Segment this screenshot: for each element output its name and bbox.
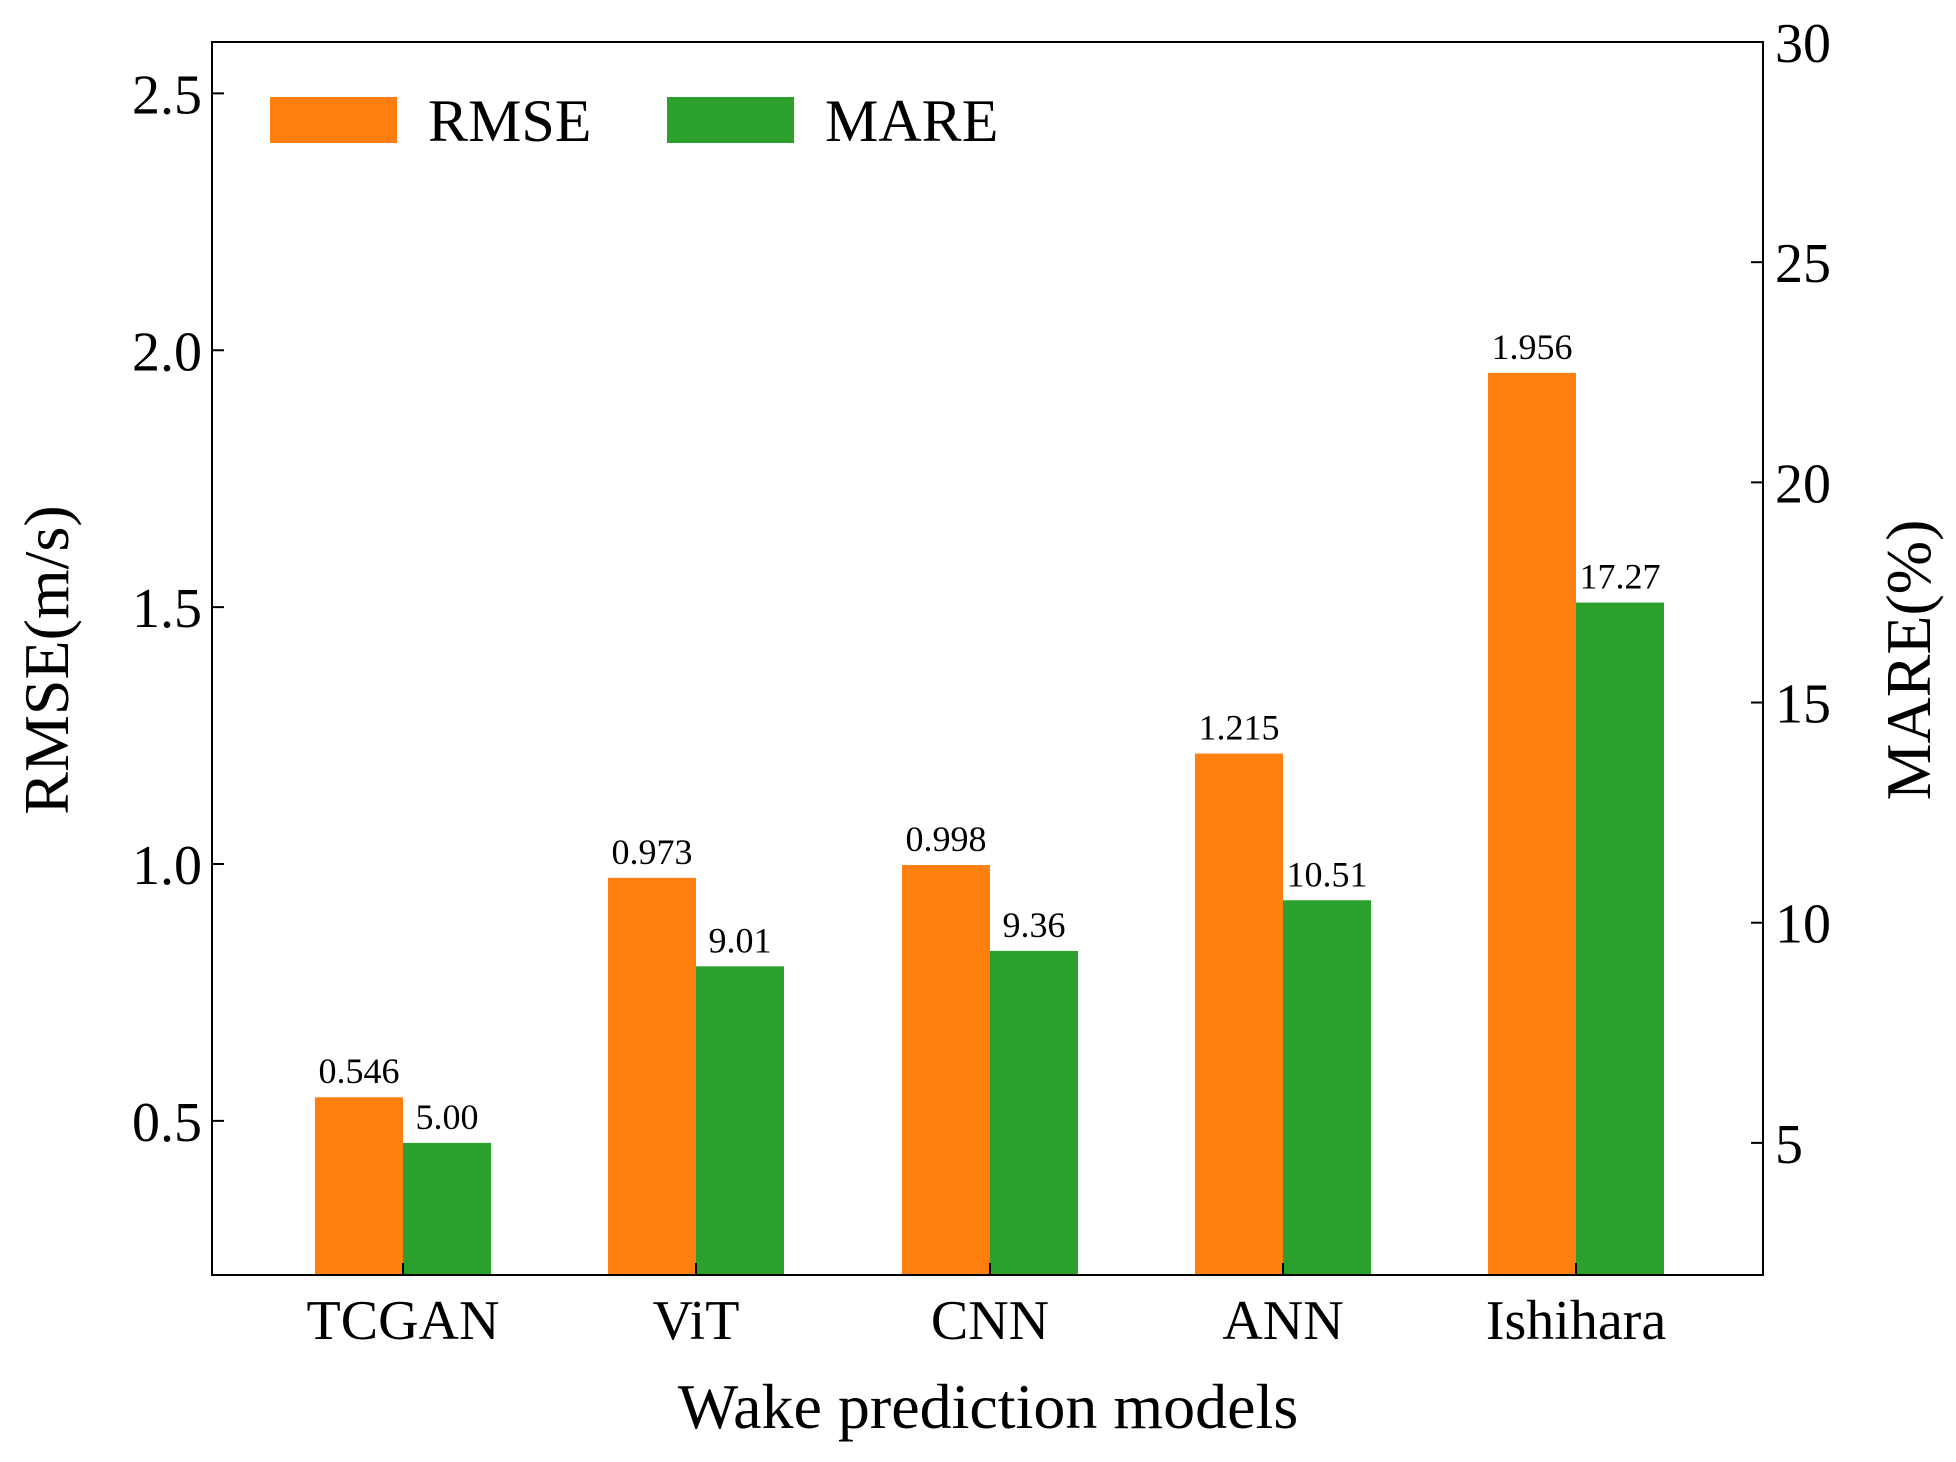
y-tick-label-right: 10 <box>1775 894 1831 956</box>
y-tick-label-left: 1.5 <box>132 578 202 640</box>
legend-swatch-rmse <box>270 97 397 143</box>
data-label-mare-vit: 9.01 <box>709 920 772 960</box>
legend-label-mare: MARE <box>825 88 998 154</box>
x-tick-label-ann: ANN <box>1222 1290 1343 1352</box>
y-tick-label-left: 1.0 <box>132 835 202 897</box>
x-tick-label-tcgan: TCGAN <box>307 1290 500 1352</box>
plot-frame <box>211 41 1764 1276</box>
x-tick-label-ishihara: Ishihara <box>1486 1290 1667 1352</box>
bar-mare-cnn <box>990 950 1078 1275</box>
bar-mare-tcgan <box>403 1142 491 1275</box>
y-axis-title-left: RMSE(m/s) <box>11 505 82 814</box>
x-tick-label-cnn: CNN <box>931 1290 1049 1352</box>
bar-mare-ishihara <box>1576 602 1664 1275</box>
y-tick-label-right: 30 <box>1775 13 1831 75</box>
data-label-rmse-cnn: 0.998 <box>906 819 987 859</box>
data-labels-layer: 0.546 0.973 0.998 1.215 1.956 5.00 9.01 9.36 10.… <box>319 327 1661 1137</box>
bar-rmse-cnn <box>902 865 990 1275</box>
bar-rmse-vit <box>608 877 696 1275</box>
y-tick-label-right: 20 <box>1775 453 1831 515</box>
x-axis-title: Wake prediction models <box>678 1371 1298 1442</box>
data-label-mare-cnn: 9.36 <box>1003 905 1066 945</box>
data-label-mare-tcgan: 5.00 <box>416 1097 479 1137</box>
y-tick-label-left: 0.5 <box>132 1092 202 1154</box>
bar-rmse-tcgan <box>315 1097 403 1275</box>
data-label-mare-ishihara: 17.27 <box>1580 557 1661 597</box>
bar-rmse-ishihara <box>1488 372 1576 1276</box>
data-label-rmse-ishihara: 1.956 <box>1492 327 1573 367</box>
data-label-rmse-ann: 1.215 <box>1199 708 1280 748</box>
axes-layer: 0.5 1.0 1.5 2.0 2.5 5 10 15 20 25 30 TCGAN ViT CNN ANN… <box>132 13 1831 1352</box>
bars-layer <box>315 372 1664 1276</box>
legend-swatch-mare <box>667 97 794 143</box>
data-label-rmse-vit: 0.973 <box>612 832 693 872</box>
data-label-rmse-tcgan: 0.546 <box>319 1051 400 1091</box>
y-tick-label-right: 15 <box>1775 674 1831 736</box>
data-label-mare-ann: 10.51 <box>1287 854 1368 894</box>
y-tick-label-left: 2.0 <box>132 321 202 383</box>
legend-label-rmse: RMSE <box>428 88 591 154</box>
bar-rmse-ann <box>1195 753 1283 1275</box>
y-tick-label-left: 2.5 <box>132 64 202 126</box>
y-tick-label-right: 5 <box>1775 1114 1803 1176</box>
legend: RMSE MARE <box>270 88 998 154</box>
y-tick-label-right: 25 <box>1775 233 1831 295</box>
x-tick-label-vit: ViT <box>653 1290 740 1352</box>
bar-mare-ann <box>1283 900 1371 1275</box>
bar-mare-vit <box>696 966 784 1275</box>
y-axis-title-right: MARE(%) <box>1873 520 1944 801</box>
